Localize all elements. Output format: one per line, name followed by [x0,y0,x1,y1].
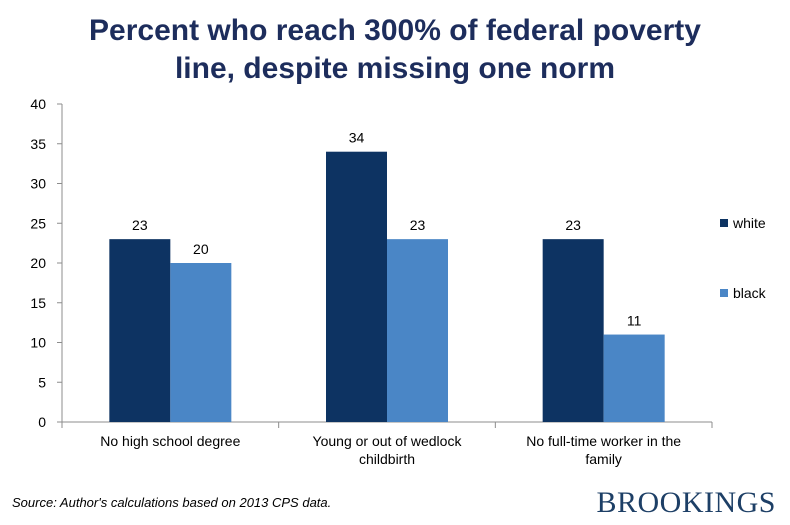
brookings-logo: BROOKINGS [596,486,776,519]
x-category-label-1-0: Young or out of wedlock [313,433,463,449]
x-category-label-1-1: childbirth [359,451,415,467]
y-tick-label-10: 10 [30,335,46,351]
chart-title-line-2: line, despite missing one norm [174,52,616,85]
y-tick-label-30: 30 [30,176,46,192]
y-tick-label-15: 15 [30,295,46,311]
source-note: Source: Author's calculations based on 2… [12,495,332,510]
bar-white-1 [326,151,387,422]
data-label-white-2: 23 [565,217,581,233]
x-category-label-2-1: family [585,451,622,467]
data-label-black-0: 20 [193,241,209,257]
bar-white-0 [109,239,171,422]
y-tick-label-20: 20 [30,255,46,271]
y-tick-label-40: 40 [30,96,46,112]
y-tick-label-35: 35 [30,136,46,152]
legend-label-white: white [732,215,766,231]
x-category-label-2-0: No full-time worker in the [526,433,681,449]
bar-black-1 [387,239,448,422]
chart-title-line-1: Percent who reach 300% of federal povert… [89,14,701,47]
data-label-white-1: 34 [349,130,365,146]
y-tick-label-0: 0 [38,414,46,430]
data-label-black-2: 11 [627,313,642,329]
y-tick-label-25: 25 [30,215,46,231]
legend-label-black: black [733,285,767,301]
data-label-white-0: 23 [132,217,148,233]
data-label-black-1: 23 [410,217,426,233]
y-tick-label-5: 5 [38,374,46,390]
chart-title: Percent who reach 300% of federal povert… [20,12,770,88]
bar-black-0 [170,263,232,422]
x-category-label-0-0: No high school degree [100,433,240,449]
legend-swatch-white [720,219,728,227]
legend-swatch-black [720,289,728,297]
bar-white-2 [542,239,604,422]
bar-black-2 [603,334,665,422]
